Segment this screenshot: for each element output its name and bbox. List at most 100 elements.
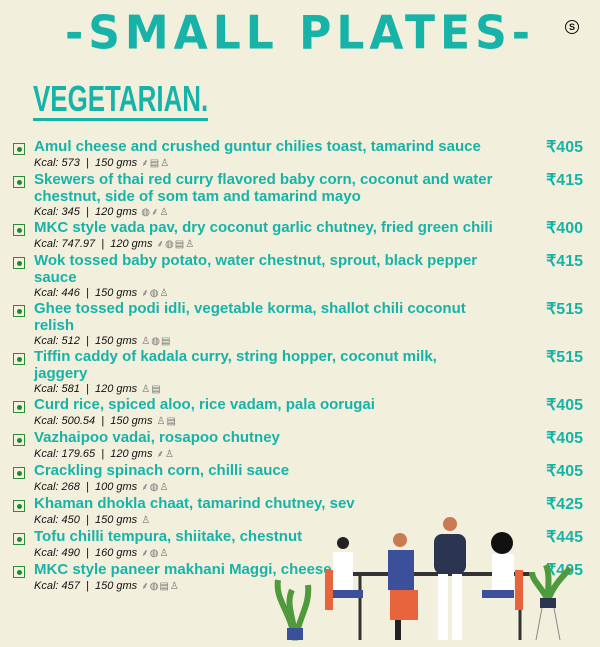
item-weight: 160 gms: [94, 546, 138, 559]
item-price: ₹415: [546, 172, 583, 189]
item-price: ₹515: [546, 349, 583, 366]
item-meta: Kcal: 747.97 | 120 gms ⸙◍▤♙: [34, 237, 195, 250]
veg-mark-icon: [13, 257, 25, 269]
item-price: ₹405: [546, 139, 583, 156]
menu-item: Wok tossed baby potato, water chestnut, …: [0, 252, 600, 301]
menu-item: Amul cheese and crushed guntur chilies t…: [0, 138, 600, 172]
nuts-icon: ◍: [149, 481, 159, 493]
item-kcal: Kcal: 490: [34, 546, 80, 559]
soy-icon: ♙: [185, 238, 195, 250]
person-3: [434, 517, 466, 640]
section-heading: VEGETARIAN.: [33, 78, 209, 121]
dairy-icon: ▤: [149, 157, 160, 169]
nuts-icon: ◍: [141, 207, 150, 218]
dairy-icon: ▤: [160, 336, 171, 347]
item-name: Ghee tossed podi idli, vegetable korma, …: [34, 300, 466, 334]
item-name: MKC style paneer makhani Maggi, cheese: [34, 561, 332, 578]
veg-mark-icon: [13, 224, 25, 236]
gluten-icon: ⸙: [156, 448, 165, 460]
dairy-icon: ▤: [151, 384, 161, 395]
item-name: Vazhaipoo vadai, rosapoo chutney: [34, 429, 280, 446]
soy-icon: ♙: [159, 547, 169, 559]
item-name: Tiffin caddy of kadala curry, string hop…: [34, 348, 437, 382]
item-price: ₹405: [546, 397, 583, 414]
veg-mark-icon: [13, 401, 25, 413]
item-meta: Kcal: 450 | 150 gms ♙: [34, 513, 151, 526]
item-kcal: Kcal: 500.54: [34, 414, 96, 427]
item-kcal: Kcal: 268: [34, 480, 80, 493]
item-kcal: Kcal: 446: [34, 287, 80, 299]
item-kcal: Kcal: 345: [34, 206, 80, 218]
veg-mark-icon: [13, 305, 25, 317]
diners-illustration: [274, 517, 573, 641]
soy-icon: ♙: [159, 481, 169, 493]
dairy-icon: ▤: [166, 415, 176, 427]
menu-list: Amul cheese and crushed guntur chilies t…: [0, 138, 600, 595]
item-name: Khaman dhokla chaat, tamarind chutney, s…: [34, 495, 355, 512]
item-kcal: Kcal: 581: [34, 383, 80, 395]
s-badge-icon: S: [565, 20, 579, 34]
item-kcal: Kcal: 512: [34, 335, 80, 347]
item-meta: Kcal: 446 | 150 gms ⸙◍♙: [34, 287, 169, 299]
item-price: ₹415: [546, 253, 583, 270]
gluten-icon: ⸙: [141, 481, 149, 493]
menu-item: MKC style paneer makhani Maggi, cheese ₹…: [0, 561, 600, 595]
menu-item: Tofu chilli tempura, shiitake, chestnut …: [0, 528, 600, 562]
item-name: Amul cheese and crushed guntur chilies t…: [34, 138, 481, 155]
person-2: [388, 533, 418, 640]
dairy-icon: ▤: [174, 238, 185, 250]
plant-right-icon: [529, 563, 573, 641]
soy-icon: ♙: [159, 207, 169, 218]
nuts-icon: ◍: [151, 336, 160, 347]
person-1: [325, 537, 363, 610]
item-name: Wok tossed baby potato, water chestnut, …: [34, 252, 478, 286]
item-weight: 150 gms: [94, 287, 138, 299]
item-weight: 120 gms: [110, 447, 153, 460]
menu-item: MKC style vada pav, dry coconut garlic c…: [0, 219, 600, 253]
gluten-icon: ⸙: [141, 157, 149, 169]
gluten-icon: ⸙: [141, 547, 149, 559]
item-name: Curd rice, spiced aloo, rice vadam, pala…: [34, 396, 375, 413]
menu-item: Curd rice, spiced aloo, rice vadam, pala…: [0, 396, 600, 430]
item-weight: 150 gms: [94, 335, 138, 347]
menu-item: Skewers of thai red curry flavored baby …: [0, 171, 600, 220]
item-name: Tofu chilli tempura, shiitake, chestnut: [34, 528, 303, 545]
nuts-icon: ◍: [149, 580, 159, 592]
gluten-icon: ⸙: [156, 238, 165, 250]
menu-item: Ghee tossed podi idli, vegetable korma, …: [0, 300, 600, 349]
soy-icon: ♙: [141, 514, 151, 526]
veg-mark-icon: [13, 500, 25, 512]
item-kcal: Kcal: 179.65: [34, 447, 96, 460]
veg-mark-icon: [13, 533, 25, 545]
item-weight: 150 gms: [110, 414, 153, 427]
item-kcal: Kcal: 747.97: [34, 237, 96, 250]
gluten-icon: ⸙: [141, 580, 149, 592]
veg-mark-icon: [13, 143, 25, 155]
item-price: ₹445: [546, 529, 583, 546]
veg-mark-icon: [13, 353, 25, 365]
item-meta: Kcal: 179.65 | 120 gms ⸙♙: [34, 447, 174, 460]
nuts-icon: ◍: [165, 238, 174, 250]
item-meta: Kcal: 345 | 120 gms ◍⸙♙: [34, 206, 169, 218]
item-name: Skewers of thai red curry flavored baby …: [34, 171, 493, 205]
item-weight: 120 gms: [94, 383, 138, 395]
dairy-icon: ▤: [159, 580, 169, 592]
veg-mark-icon: [13, 176, 25, 188]
veg-mark-icon: [13, 434, 25, 446]
nuts-icon: ◍: [149, 288, 159, 299]
item-meta: Kcal: 581 | 120 gms ♙▤: [34, 383, 161, 395]
nuts-icon: ◍: [149, 547, 159, 559]
item-kcal: Kcal: 450: [34, 513, 80, 526]
soy-icon: ♙: [141, 384, 151, 395]
item-meta: Kcal: 457 | 150 gms ⸙◍▤♙: [34, 579, 179, 592]
item-name: MKC style vada pav, dry coconut garlic c…: [34, 219, 493, 236]
item-weight: 150 gms: [94, 156, 138, 169]
item-name: Crackling spinach corn, chilli sauce: [34, 462, 290, 479]
item-price: ₹405: [546, 463, 583, 480]
item-price: ₹425: [546, 496, 583, 513]
plant-left-icon: [274, 579, 312, 641]
item-weight: 150 gms: [94, 513, 138, 526]
page-title: -SMALL PLATES-: [64, 6, 536, 61]
veg-mark-icon: [13, 467, 25, 479]
item-price: ₹400: [546, 220, 583, 237]
